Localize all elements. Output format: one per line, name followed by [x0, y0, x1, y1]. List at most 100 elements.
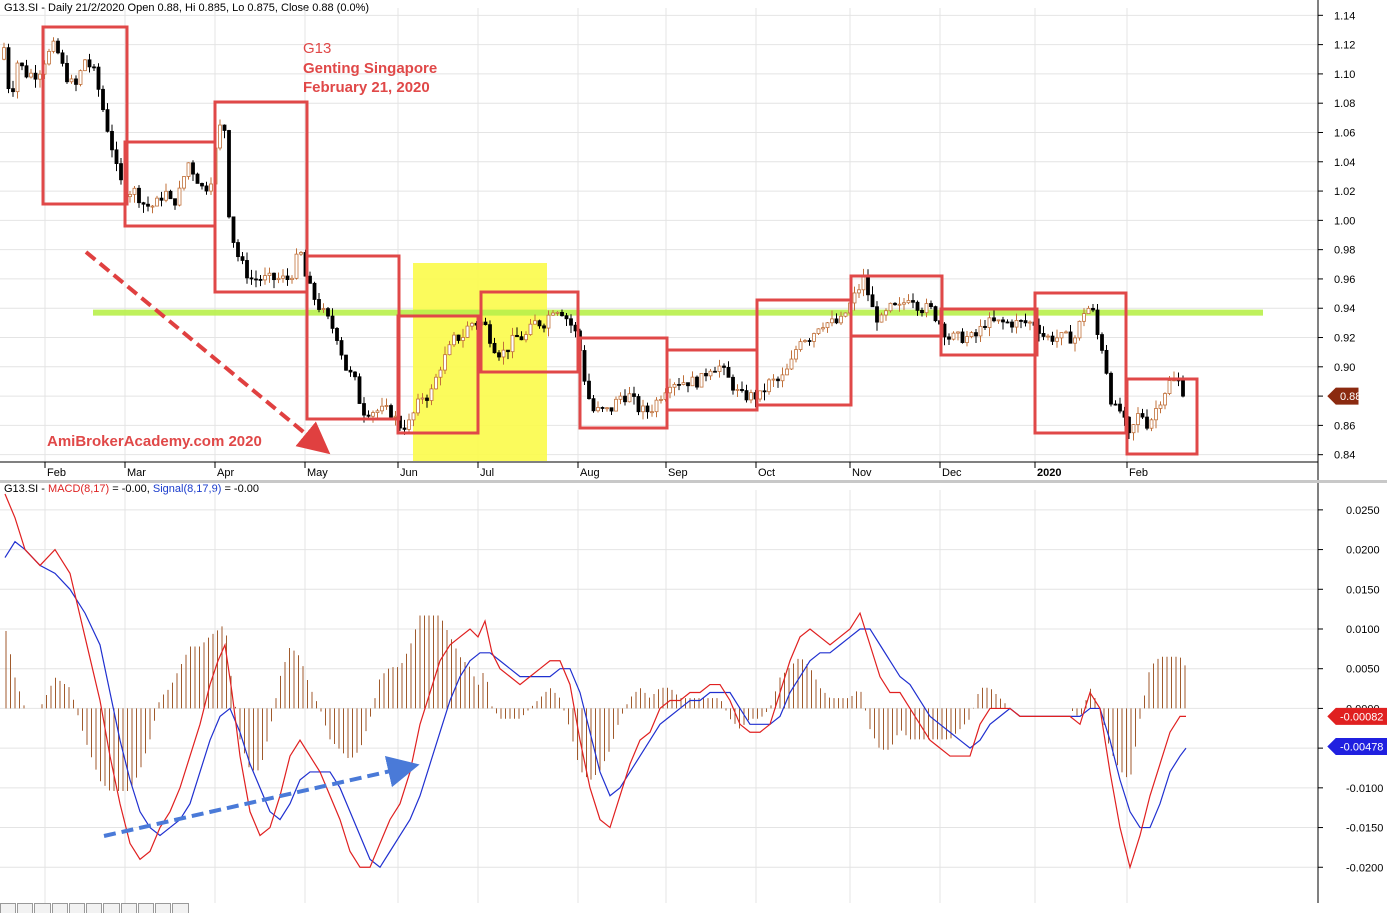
candle-body: [114, 149, 119, 165]
candle-body: [1149, 419, 1154, 429]
candle-body: [1131, 424, 1136, 434]
candle-body: [735, 389, 740, 391]
sheet-tab[interactable]: [155, 903, 172, 913]
candle-body: [1077, 320, 1082, 339]
sheet-tab[interactable]: [120, 903, 137, 913]
candle-body: [1104, 349, 1109, 374]
sheet-tab[interactable]: [68, 903, 86, 913]
candle-body: [708, 370, 713, 377]
candle-body: [524, 334, 528, 341]
candle-body: [438, 369, 443, 378]
candle-body: [236, 242, 240, 258]
annotations: G13 Genting Singapore February 21, 2020 …: [47, 40, 437, 450]
sheet-tab[interactable]: [86, 903, 103, 913]
candle-body: [1181, 380, 1185, 397]
candle-body: [1001, 319, 1005, 323]
candle-body: [294, 253, 299, 279]
candle-body: [965, 336, 969, 343]
candle-body: [564, 315, 569, 320]
candle-body: [1158, 404, 1163, 409]
candle-body: [771, 378, 776, 381]
candle-body: [249, 277, 254, 280]
candle-body: [839, 315, 843, 324]
candle-body: [492, 342, 497, 354]
candle-body: [623, 395, 627, 403]
candle-body: [821, 327, 825, 330]
candle-body: [1118, 403, 1122, 412]
annotation-title-line-3: February 21, 2020: [303, 79, 430, 96]
candle-body: [344, 354, 348, 371]
candle-body: [861, 276, 866, 291]
candle-body: [1046, 335, 1050, 338]
candle-body: [866, 276, 870, 296]
candle-body: [537, 320, 542, 327]
candle-body: [497, 352, 501, 358]
candle-body: [600, 407, 605, 409]
candle-body: [627, 393, 632, 403]
candle-body: [105, 109, 110, 132]
candle-body: [825, 322, 830, 329]
candle-body: [465, 325, 470, 338]
candle-body: [65, 62, 69, 83]
candle-body: [681, 382, 686, 385]
sheet-tab[interactable]: [0, 903, 17, 913]
candle-body: [375, 410, 380, 413]
candle-body: [429, 388, 434, 401]
candle-body: [186, 162, 191, 177]
up-trend-arrow: [103, 755, 420, 838]
candle-body: [276, 277, 281, 281]
candle-body: [312, 282, 317, 300]
x-tick-label: Dec: [942, 467, 962, 479]
annotation-title-line-2: Genting Singapore: [303, 60, 437, 77]
value-tags: 0.88 -0.00082 -0.00478: [1327, 387, 1387, 756]
candle-body: [60, 52, 65, 64]
candle-body: [974, 332, 978, 337]
candle-body: [816, 328, 821, 334]
candle-body: [830, 318, 834, 324]
candle-body: [456, 334, 461, 341]
range-box: [396, 314, 480, 435]
candle-body: [915, 301, 920, 311]
candle-body: [1055, 337, 1059, 342]
price-header: G13.SI - Daily 21/2/2020 Open 0.88, Hi 0…: [4, 2, 370, 14]
last-price-tag-bg: [1327, 387, 1359, 405]
candle-body: [1010, 321, 1014, 328]
sheet-tab[interactable]: [137, 903, 155, 913]
x-tick-label: Feb: [1129, 467, 1148, 479]
x-tick-label: Apr: [217, 467, 234, 479]
sheet-tab[interactable]: [51, 903, 68, 913]
macd-value-tag-bg: [1327, 707, 1387, 725]
range-box: [213, 100, 309, 294]
candle-body: [321, 308, 326, 310]
macd-header-macd-label: MACD(8,17): [48, 483, 110, 495]
candle-body: [425, 397, 429, 401]
candle-body: [947, 336, 951, 340]
candle-body: [807, 340, 812, 342]
candle-body: [1109, 372, 1113, 405]
x-tick-label: Jul: [480, 467, 494, 479]
x-tick-label: Aug: [580, 467, 600, 479]
candle-body: [200, 183, 204, 187]
candle-body: [758, 390, 762, 400]
sheet-tab[interactable]: [34, 903, 51, 913]
sheet-tab[interactable]: [17, 903, 34, 913]
sheet-tab[interactable]: [172, 903, 189, 913]
range-box: [1033, 291, 1128, 435]
price-y-tick-label: 1.02: [1334, 186, 1355, 198]
sheet-tab[interactable]: [103, 903, 120, 913]
candle-body: [960, 331, 965, 343]
candle-body: [551, 312, 555, 316]
candle-body: [533, 320, 537, 325]
candle-body: [461, 337, 465, 341]
candle-body: [798, 341, 803, 350]
x-tick-label: Nov: [852, 467, 872, 479]
price-y-tick-label: 0.84: [1334, 450, 1355, 462]
candle-body: [389, 405, 393, 418]
candle-body: [1113, 403, 1118, 406]
candle-body: [150, 205, 155, 208]
price-y-tick-label: 0.98: [1334, 245, 1355, 257]
candle-body: [420, 397, 425, 400]
candle-body: [875, 306, 879, 323]
macd-header-signal-label: Signal(8,17,9): [152, 483, 222, 495]
